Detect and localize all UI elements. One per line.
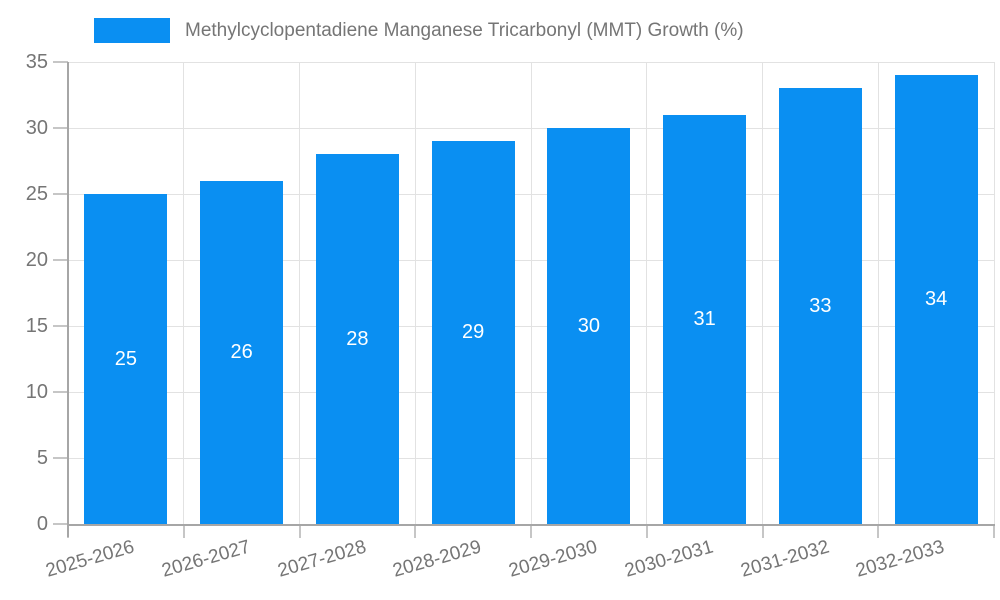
y-tick-label: 5 (36, 447, 48, 469)
bar[interactable]: 28 (315, 154, 399, 524)
y-tick-label: 0 (36, 513, 48, 535)
bar-value-label: 34 (925, 288, 948, 311)
bar[interactable]: 25 (84, 194, 168, 524)
y-axis-tick (53, 193, 68, 195)
x-tick-label: 2028-2029 (390, 536, 484, 582)
bar[interactable]: 26 (200, 180, 284, 524)
y-tick-label: 25 (25, 183, 48, 205)
y-axis-tick (53, 259, 68, 261)
gridline-vertical (877, 62, 879, 524)
gridline-vertical (183, 62, 185, 524)
gridline-vertical (299, 62, 300, 524)
x-tick-label: 2027-2028 (274, 536, 369, 582)
y-axis-tick (53, 61, 68, 63)
bar-value-label: 25 (114, 347, 137, 370)
y-axis-tick (53, 457, 68, 459)
x-axis-line (68, 524, 995, 526)
x-tick-label: 2026-2027 (159, 536, 253, 582)
bar[interactable]: 34 (894, 75, 978, 524)
x-axis-tick (182, 526, 185, 538)
y-tick-label: 15 (25, 315, 48, 337)
y-tick-label: 20 (25, 249, 48, 271)
gridline-vertical (993, 62, 995, 524)
bar-value-label: 26 (230, 340, 253, 363)
x-axis-tick (298, 526, 301, 538)
y-axis-tick (53, 391, 68, 393)
x-tick-label: 2032-2033 (853, 536, 947, 582)
plot-area: 0 5 10 15 20 25 30 35 25 2025-2026 26 2026-2027 28 20… (26, 52, 995, 582)
bar-value-label: 28 (346, 327, 369, 350)
y-axis-tick (53, 127, 68, 129)
x-axis-tick (414, 526, 417, 538)
gridline-vertical (646, 62, 648, 524)
y-tick-label: 30 (25, 117, 48, 139)
bar[interactable]: 31 (663, 114, 747, 524)
gridline-vertical (762, 62, 763, 524)
y-axis-tick (53, 325, 68, 327)
bar-value-label: 31 (693, 307, 716, 330)
chart-title: Methylcyclopentadiene Manganese Tricarbo… (185, 20, 744, 41)
x-axis-tick (877, 526, 880, 538)
x-axis-tick (645, 526, 648, 538)
y-axis-tick (53, 523, 68, 525)
x-axis-tick (993, 526, 995, 538)
bar-value-label: 33 (809, 294, 832, 317)
legend-item[interactable]: Methylcyclopentadiene Manganese Tricarbo… (94, 18, 744, 43)
gridline-vertical (414, 62, 416, 524)
legend-swatch (94, 18, 170, 43)
y-tick-label: 35 (25, 51, 48, 73)
bar[interactable]: 30 (547, 128, 631, 524)
y-tick-label: 10 (25, 381, 48, 403)
x-tick-label: 2030-2031 (622, 536, 716, 582)
gridline-vertical (530, 62, 532, 524)
x-axis-tick (761, 526, 764, 538)
bar[interactable]: 29 (431, 141, 515, 524)
y-axis-line (67, 62, 69, 537)
x-tick-label: 2031-2032 (737, 536, 832, 582)
bar[interactable]: 33 (778, 88, 862, 524)
bar-value-label: 30 (577, 314, 600, 337)
x-tick-label: 2029-2030 (506, 536, 600, 582)
x-tick-label: 2025-2026 (43, 536, 137, 582)
bar-value-label: 29 (462, 321, 485, 344)
x-axis-tick (530, 526, 532, 538)
